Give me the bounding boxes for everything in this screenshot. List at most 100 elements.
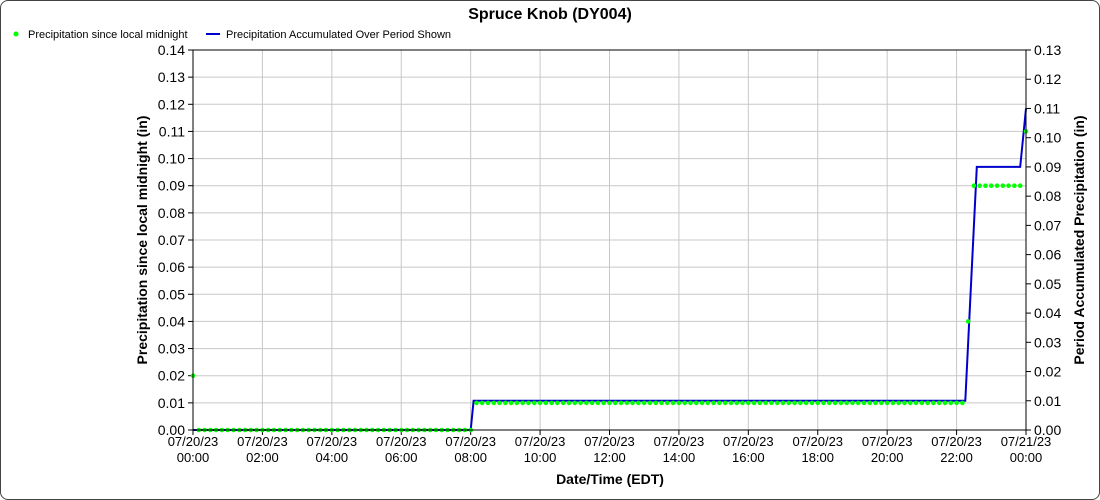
left-tick-label: 0.00 xyxy=(158,422,185,438)
scatter-point xyxy=(855,400,861,406)
legend-label-line: Precipitation Accumulated Over Period Sh… xyxy=(226,29,451,41)
scatter-point xyxy=(740,400,745,406)
scatter-point xyxy=(532,400,537,406)
scatter-point xyxy=(613,400,618,406)
left-tick-label: 0.02 xyxy=(158,368,185,384)
scatter-point xyxy=(890,400,896,406)
scatter-point xyxy=(884,400,890,406)
grid xyxy=(192,49,1027,431)
scatter-point xyxy=(861,400,867,406)
scatter-point xyxy=(832,400,838,406)
scatter-point xyxy=(1017,183,1023,188)
x-tick-date: 07/20/23 xyxy=(237,434,288,449)
left-tick-label: 0.07 xyxy=(158,232,185,248)
scatter-point xyxy=(919,400,925,406)
scatter-point xyxy=(705,400,711,406)
scatter-point xyxy=(479,400,485,406)
scatter-point xyxy=(948,400,954,406)
scatter-point xyxy=(896,400,901,406)
scatter-point xyxy=(526,400,531,406)
left-tick-label: 0.08 xyxy=(158,205,185,221)
left-tick-label: 0.06 xyxy=(158,259,185,275)
scatter-point xyxy=(641,400,647,406)
scatter-point xyxy=(682,400,687,406)
scatter-point xyxy=(757,400,763,406)
x-tick-time: 04:00 xyxy=(316,450,349,465)
scatter-point xyxy=(751,400,757,406)
right-tick-label: 0.08 xyxy=(1034,188,1061,204)
scatter-point xyxy=(803,400,809,406)
scatter-point xyxy=(989,183,994,188)
legend: Precipitation since local midnight Preci… xyxy=(13,29,451,41)
right-tick-label: 0.09 xyxy=(1034,159,1061,175)
x-tick-time: 16:00 xyxy=(732,450,765,465)
scatter-point xyxy=(780,400,786,406)
x-tick-time: 20:00 xyxy=(871,450,904,465)
scatter-point xyxy=(1012,183,1017,188)
scatter-point xyxy=(497,400,502,406)
scatter-point xyxy=(902,400,907,406)
left-tick-label: 0.14 xyxy=(158,42,185,58)
scatter-point xyxy=(694,400,699,406)
scatter-point xyxy=(746,400,751,406)
scatter-point xyxy=(873,400,878,406)
chart-title: Spruce Knob (DY004) xyxy=(468,6,632,23)
scatter-point xyxy=(960,400,965,406)
x-axis-label: Date/Time (EDT) xyxy=(556,471,664,487)
left-tick-label: 0.09 xyxy=(158,178,185,194)
scatter-point xyxy=(983,183,988,188)
scatter-point xyxy=(815,400,821,406)
x-tick-date: 07/20/23 xyxy=(168,434,219,449)
right-tick-label: 0.01 xyxy=(1034,393,1061,409)
left-tick-label: 0.11 xyxy=(159,123,185,139)
left-axis-label: Precipitation since local midnight (in) xyxy=(134,116,150,365)
x-tick-date: 07/20/23 xyxy=(792,434,843,449)
scatter-point xyxy=(769,400,774,406)
x-tick-date: 07/20/23 xyxy=(862,434,913,449)
scatter-point xyxy=(954,400,959,406)
scatter-point xyxy=(618,400,624,406)
x-tick-time: 14:00 xyxy=(663,450,696,465)
series-accumulated xyxy=(193,108,1027,431)
plot-area-border xyxy=(192,49,1027,431)
scatter-point xyxy=(971,183,977,188)
x-tick-date: 07/20/23 xyxy=(307,434,358,449)
scatter-point xyxy=(977,183,982,188)
scatter-point xyxy=(775,400,780,406)
scatter-point xyxy=(624,400,630,406)
right-tick-label: 0.02 xyxy=(1034,364,1061,380)
scatter-point xyxy=(560,400,566,406)
scatter-point xyxy=(676,400,682,406)
right-tick-label: 0.03 xyxy=(1034,334,1061,350)
legend-label-scatter: Precipitation since local midnight xyxy=(28,29,188,41)
x-tick-time: 00:00 xyxy=(177,450,210,465)
left-axis-ticks: 0.00 0.01 0.02 0.03 0.04 0.05 0.06 0.07 0.08 0.09… xyxy=(158,42,193,438)
x-tick-time: 08:00 xyxy=(454,450,487,465)
scatter-point xyxy=(1006,183,1011,188)
left-tick-label: 0.03 xyxy=(158,341,185,357)
scatter-point xyxy=(809,400,815,406)
right-tick-label: 0.04 xyxy=(1034,305,1061,321)
scatter-point xyxy=(520,400,525,406)
scatter-point xyxy=(636,400,641,406)
left-tick-label: 0.13 xyxy=(158,69,185,85)
right-axis-label: Period Accumulated Precipitation (in) xyxy=(1071,115,1087,364)
scatter-point xyxy=(908,400,913,406)
scatter-point xyxy=(792,400,797,406)
scatter-point xyxy=(850,400,855,406)
scatter-point xyxy=(607,400,612,406)
x-tick-date: 07/20/23 xyxy=(654,434,705,449)
scatter-point xyxy=(965,319,971,324)
scatter-point xyxy=(827,400,832,406)
scatter-point xyxy=(763,400,768,406)
scatter-point xyxy=(659,400,664,406)
right-tick-label: 0.07 xyxy=(1034,217,1061,233)
right-tick-label: 0.10 xyxy=(1034,130,1061,146)
x-tick-time: 18:00 xyxy=(801,450,834,465)
x-tick-time: 00:00 xyxy=(1010,450,1043,465)
x-tick-date: 07/20/23 xyxy=(515,434,566,449)
scatter-point xyxy=(584,400,589,406)
scatter-point xyxy=(717,400,722,406)
scatter-point xyxy=(503,400,508,406)
